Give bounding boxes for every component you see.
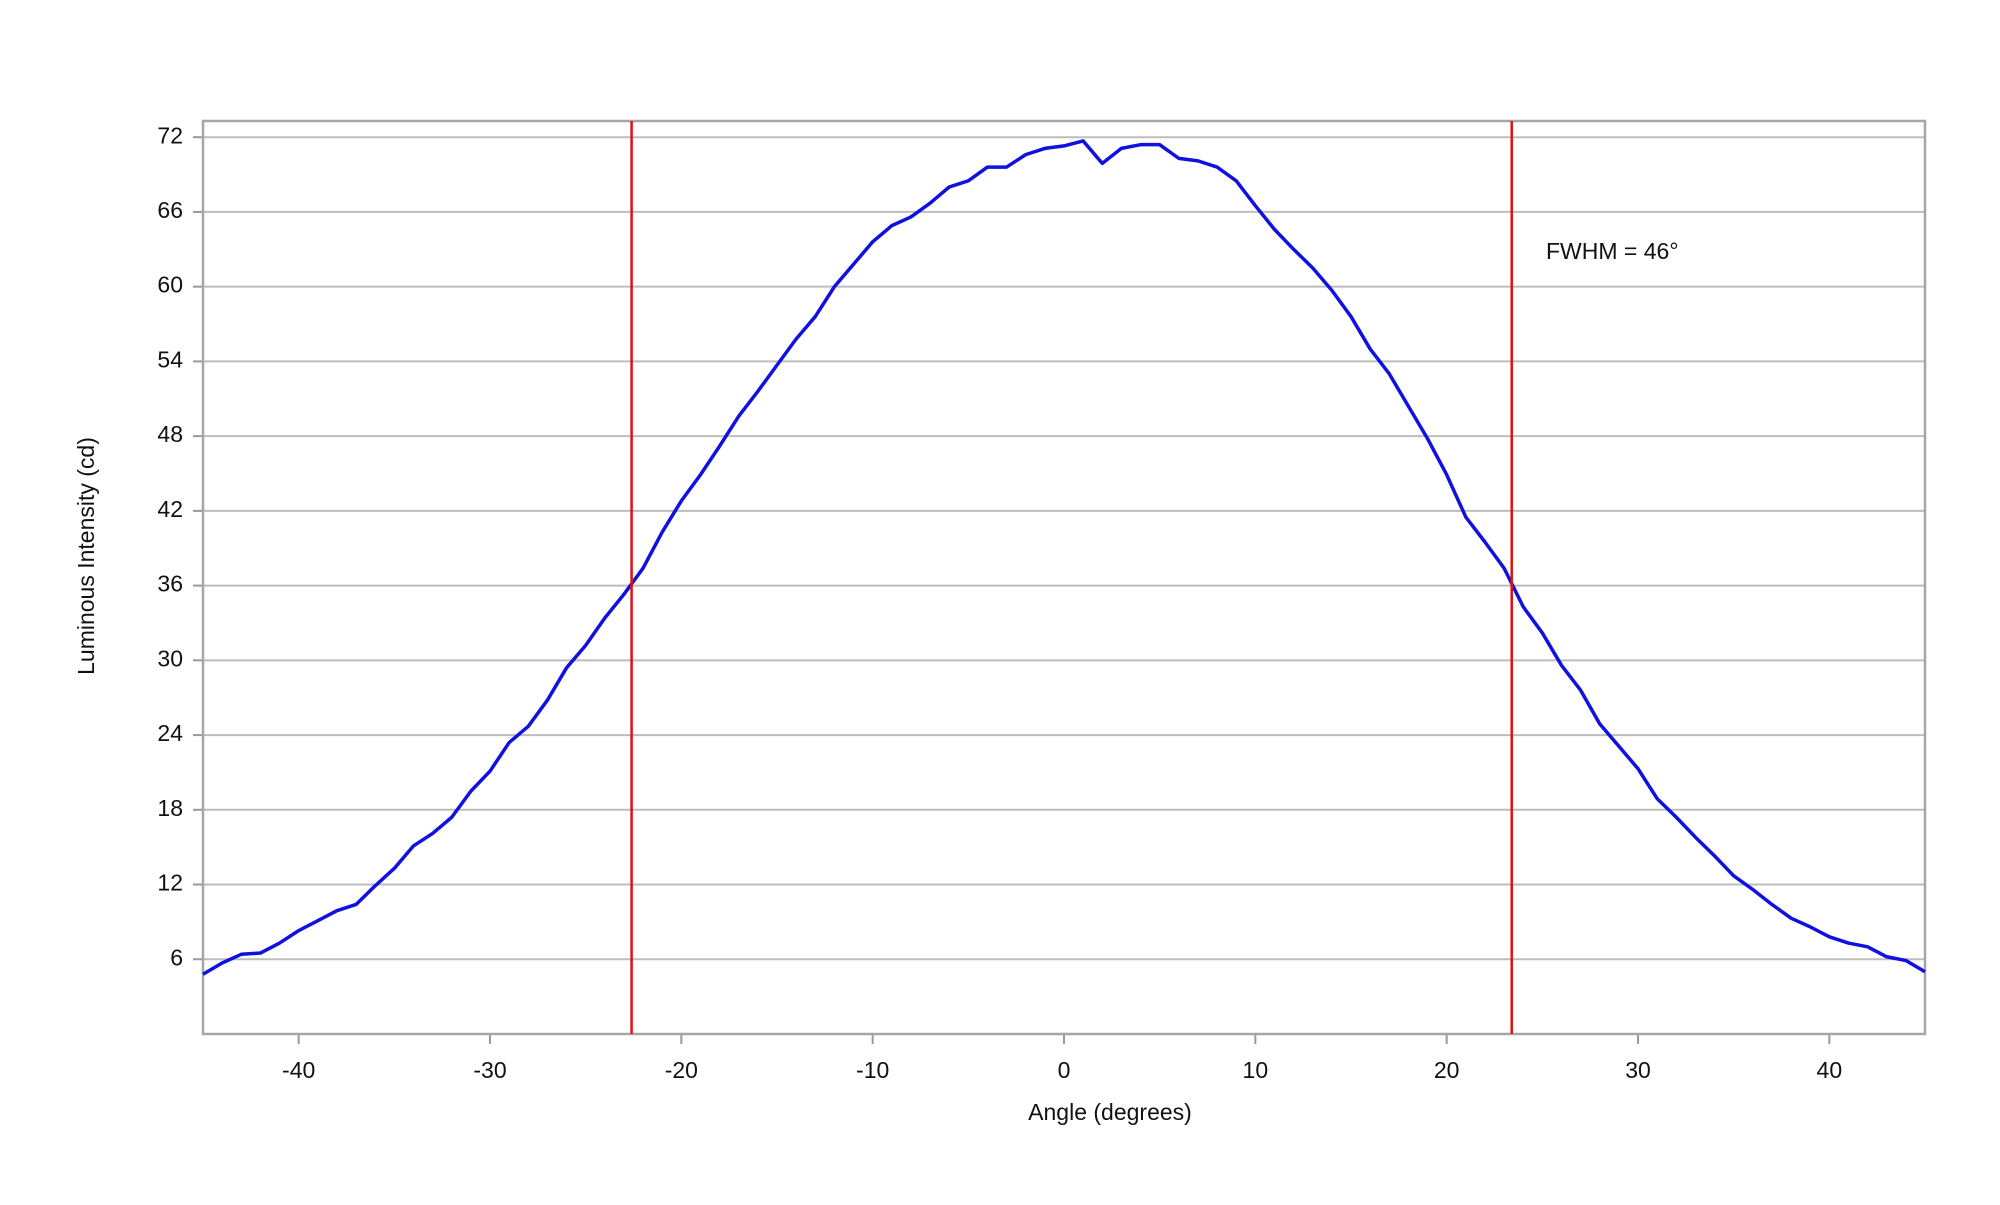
x-tick-label: -20 bbox=[665, 1057, 698, 1083]
y-tick-label: 72 bbox=[157, 122, 183, 148]
plot-frame bbox=[201, 119, 1927, 1036]
annotation: FWHM = 46° bbox=[1546, 238, 1679, 264]
y-tick-label: 30 bbox=[157, 645, 183, 671]
x-tick-label: 30 bbox=[1625, 1057, 1651, 1083]
x-tick-label: -40 bbox=[282, 1057, 315, 1083]
y-tick-label: 18 bbox=[157, 795, 183, 821]
x-tick-label: -10 bbox=[856, 1057, 889, 1083]
y-tick-label: 54 bbox=[157, 346, 183, 372]
data-line bbox=[202, 139, 1926, 976]
y-tick-label: 60 bbox=[157, 272, 183, 298]
x-tick-label: 10 bbox=[1243, 1057, 1269, 1083]
x-tick-label: -30 bbox=[473, 1057, 506, 1083]
y-tick-label: 42 bbox=[157, 496, 183, 522]
y-tick-label: 48 bbox=[157, 421, 183, 447]
y-tick-label: 36 bbox=[157, 571, 183, 597]
y-tick-label: 24 bbox=[157, 720, 183, 746]
y-axis-label: Luminous Intensity (cd) bbox=[73, 437, 99, 675]
y-tick-label: 66 bbox=[157, 197, 183, 223]
x-tick-label: 20 bbox=[1434, 1057, 1460, 1083]
x-tick-label: 0 bbox=[1058, 1057, 1071, 1083]
x-tick-label: 40 bbox=[1817, 1057, 1843, 1083]
x-axis-label: Angle (degrees) bbox=[1028, 1099, 1192, 1125]
y-tick-label: 6 bbox=[170, 944, 183, 970]
y-tick-label: 12 bbox=[157, 870, 183, 896]
